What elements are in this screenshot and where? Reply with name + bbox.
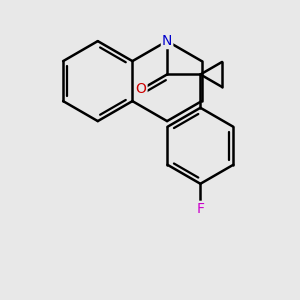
Text: N: N <box>162 34 172 48</box>
Text: F: F <box>196 202 204 216</box>
Text: O: O <box>136 82 146 96</box>
